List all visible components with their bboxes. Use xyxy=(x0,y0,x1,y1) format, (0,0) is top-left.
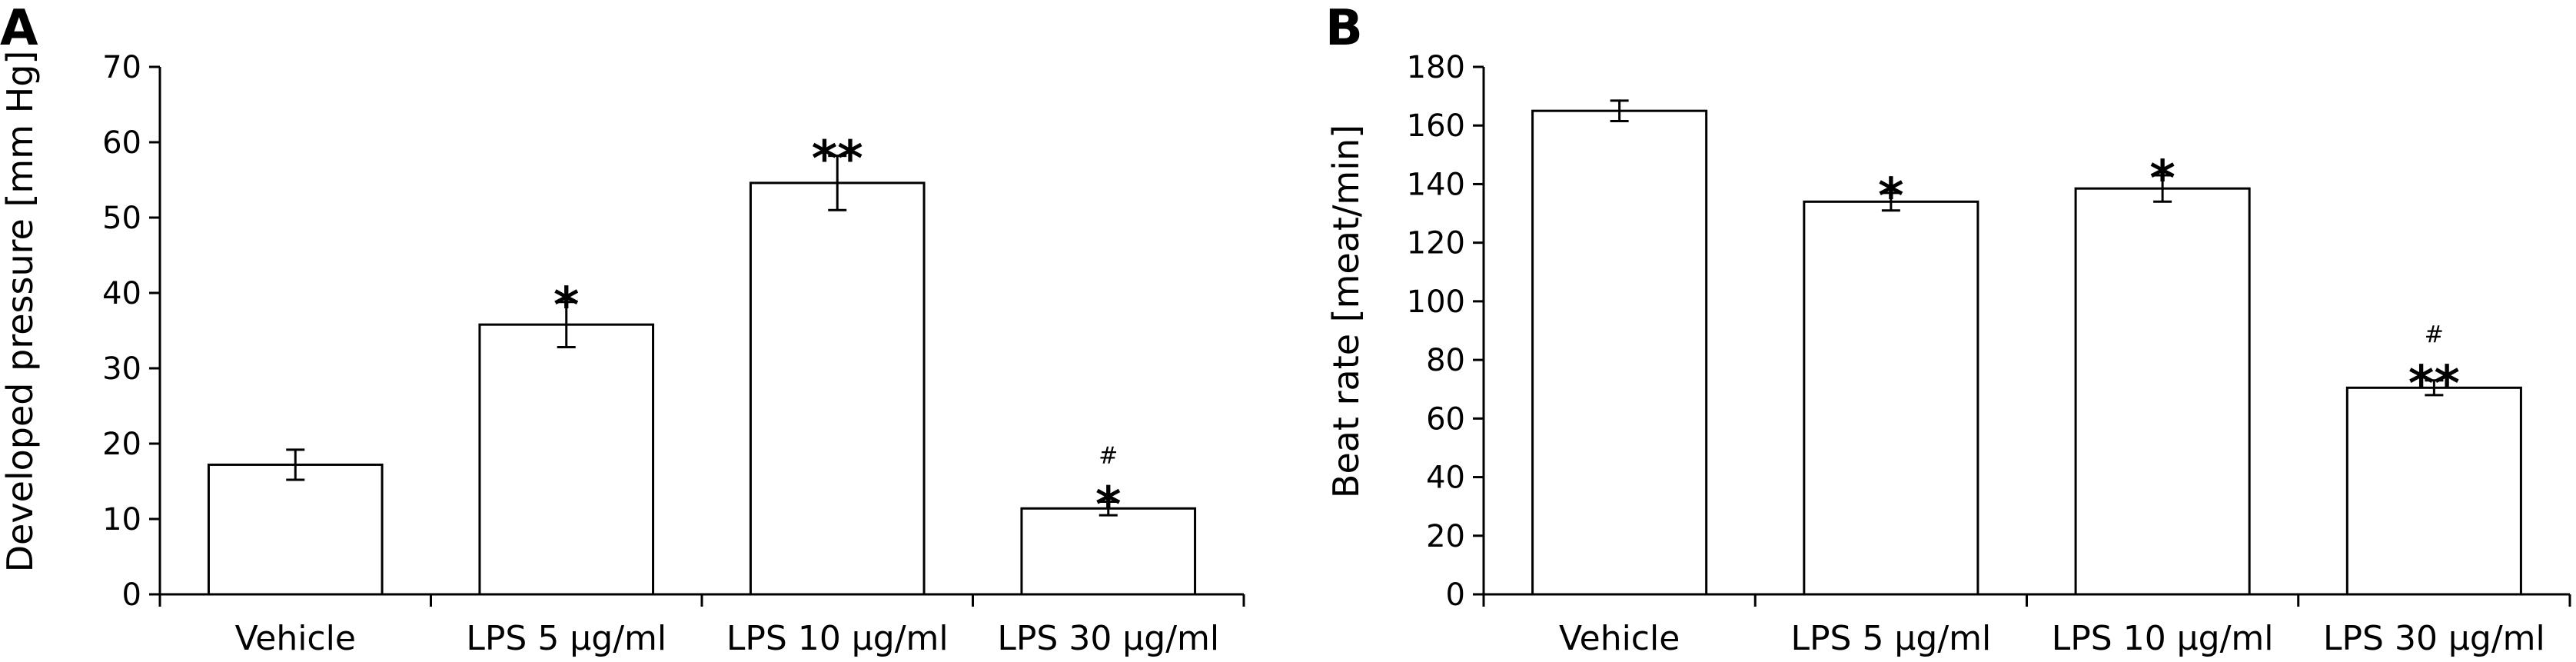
panel-a-significance-star: ** xyxy=(812,131,863,188)
panel-a-bar xyxy=(478,323,655,596)
panel-b: B Beat rate [meat/min] 0 20 40 60 80 100 120 14… xyxy=(1325,0,2571,658)
panel-a-significance-hash: # xyxy=(1099,442,1118,469)
panel-b-bar xyxy=(2074,187,2251,596)
panel-a-category-label: LPS 30 μg/ml xyxy=(997,619,1219,658)
panel-a-category-label: LPS 10 μg/ml xyxy=(726,619,949,658)
panel-a-y-tick-label: 60 xyxy=(102,125,141,161)
panel-b-category-label: LPS 10 μg/ml xyxy=(2052,619,2274,658)
panel-b-y-tick-label: 40 xyxy=(1426,461,1465,496)
panel-b-significance-star: * xyxy=(1878,168,1903,225)
panel-a-category-label: LPS 5 μg/ml xyxy=(466,619,666,658)
panel-a-bar xyxy=(1020,507,1197,596)
panel-b-category-label: LPS 5 μg/ml xyxy=(1790,619,1991,658)
panel-a-y-tick-label: 0 xyxy=(122,577,141,613)
panel-a-y-tick-label: 20 xyxy=(102,427,141,462)
panel-b-y-tick-label: 140 xyxy=(1407,167,1465,202)
panel-b-y-tick-label: 60 xyxy=(1426,401,1465,437)
panel-a-y-tick-label: 30 xyxy=(102,351,141,387)
panel-a-letter: A xyxy=(0,0,38,57)
panel-b-y-axis-label: Beat rate [meat/min] xyxy=(1325,125,1367,498)
panel-a-y-tick-label: 70 xyxy=(102,50,141,85)
panel-a: A Developed pressure [mm Hg] 0 10 20 30 40 50… xyxy=(0,0,1245,658)
panel-b-significance-star: ** xyxy=(2408,356,2460,413)
panel-b-significance-hash: # xyxy=(2425,321,2444,348)
panel-b-y-tick-label: 180 xyxy=(1407,50,1465,85)
panel-b-category-label: LPS 30 μg/ml xyxy=(2323,619,2545,658)
panel-b-category-label: Vehicle xyxy=(1559,619,1680,658)
panel-b-letter: B xyxy=(1325,0,1363,57)
panel-b-y-tick-label: 0 xyxy=(1446,577,1465,613)
panel-a-y-tick-label: 10 xyxy=(102,502,141,537)
panel-a-category-label: Vehicle xyxy=(235,619,356,658)
panel-b-bar xyxy=(2345,386,2522,596)
panel-a-y-tick-label: 40 xyxy=(102,276,141,311)
panel-a-bar xyxy=(749,181,926,596)
panel-b-bar xyxy=(1803,200,1979,596)
panel-a-y-axis-label: Developed pressure [mm Hg] xyxy=(0,51,41,573)
panel-a-bar xyxy=(207,463,384,596)
panel-b-significance-star: * xyxy=(2149,151,2175,208)
panel-a-significance-star: * xyxy=(1095,477,1121,534)
panel-b-bar xyxy=(1531,109,1708,596)
panel-a-y-tick-label: 50 xyxy=(102,201,141,236)
panel-a-significance-star: * xyxy=(553,278,579,334)
panel-b-y-tick-label: 160 xyxy=(1407,108,1465,144)
panel-b-y-tick-label: 80 xyxy=(1426,343,1465,378)
panel-b-y-tick-label: 120 xyxy=(1407,226,1465,261)
panel-b-y-tick-label: 100 xyxy=(1407,284,1465,320)
panel-b-y-tick-label: 20 xyxy=(1426,519,1465,554)
